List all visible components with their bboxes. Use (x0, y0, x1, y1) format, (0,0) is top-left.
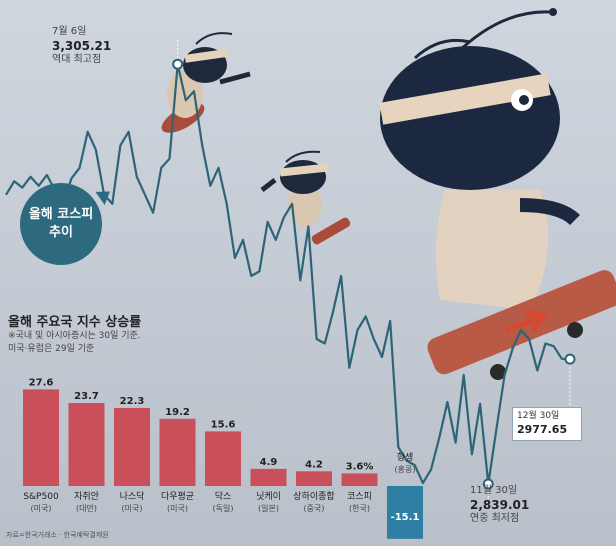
bar-country-label: (일본) (258, 504, 279, 513)
bar-value-label: 4.9 (260, 457, 278, 468)
bar-value-label: 23.7 (74, 391, 99, 402)
bar-note-line1: ※국내 및 아시아증시는 30일 기준. (8, 331, 141, 341)
bar-1 (68, 403, 105, 486)
bar-note-line2: 미국·유럽은 29일 기준 (8, 344, 95, 355)
bar-5 (250, 468, 287, 486)
bar-category-label: 항셍 (397, 452, 414, 463)
badge-line1: 올해 코스피 (28, 207, 94, 223)
bar-3 (159, 418, 196, 486)
bar-country-label: (대만) (76, 504, 97, 513)
high-point-marker (172, 58, 184, 70)
ant-skater-illustration-middle (260, 150, 351, 245)
bar-7 (341, 473, 378, 486)
bar-category-label: 다우평균 (161, 491, 194, 502)
bar-chart-note: ※국내 및 아시아증시는 30일 기준. 미국·유럽은 29일 기준 (8, 330, 238, 356)
bar-category-label: 나스닥 (120, 491, 145, 502)
bar-4 (205, 431, 241, 486)
bar-0 (23, 389, 59, 486)
low-value: 2,839.01 (470, 497, 530, 512)
bar-value-label: 19.2 (165, 407, 190, 418)
ant-skater-illustration-small (161, 32, 251, 133)
bar-category-label: 닥스 (215, 491, 232, 502)
last-value-callout: 12월 30일 2977.65 (512, 407, 582, 441)
low-note: 연중 최저점 (470, 512, 520, 524)
low-point-marker (482, 478, 494, 490)
badge-line2: 추이 (49, 225, 73, 240)
bar-value-label: 3.6% (346, 461, 374, 472)
bar-category-label: 자취안 (74, 491, 99, 502)
kospi-line-chart (5, 58, 576, 490)
bar-8 (387, 486, 423, 539)
low-annotation: 11월 30일 2,839.01 연중 최저점 (470, 485, 529, 525)
kospi-series-line (5, 63, 571, 486)
bar-country-label: (미국) (167, 504, 188, 513)
bar-country-label: (미국) (122, 504, 143, 513)
last-date: 12월 30일 (517, 411, 560, 421)
index-bar-chart: 27.6 S&P500 (미국) 23.7 자취안 (대만) 22.3 나스닥 (미국) 19.2… (23, 377, 423, 539)
high-value: 3,305.21 (52, 38, 112, 53)
bar-country-label: (미국) (31, 504, 52, 513)
last-point-marker (564, 353, 576, 365)
bar-category-label: 상하이종합 (293, 491, 334, 502)
bar-category-label: 닛케이 (256, 491, 281, 502)
bar-country-label: (중국) (304, 504, 325, 513)
bar-value-label: 4.2 (305, 459, 323, 470)
ant-skater-illustration-large (379, 8, 616, 380)
source-note: 자료=한국거래소 · 한국예탁결제원 (6, 531, 109, 539)
bar-chart-title: 올해 주요국 지수 상승률 (8, 315, 142, 330)
low-date: 11월 30일 (470, 485, 518, 496)
illustration-layer (161, 8, 616, 380)
bar-category-label: S&P500 (23, 492, 59, 502)
bar-value-label: 27.6 (29, 377, 54, 388)
kospi-trend-badge: 올해 코스피 추이 (20, 183, 115, 265)
high-date: 7월 6일 (52, 26, 87, 37)
bar-value-label: 22.3 (120, 396, 145, 407)
bar-value-label: 15.6 (211, 419, 236, 430)
bar-category-label: 코스피 (347, 491, 372, 502)
high-annotation: 7월 6일 3,305.21 역대 최고점 (52, 26, 111, 66)
bar-value-label: -15.1 (391, 512, 420, 523)
high-note: 역대 최고점 (52, 53, 102, 65)
bar-country-label: (홍콩) (395, 464, 416, 474)
bar-country-label: (독일) (213, 504, 234, 513)
bar-6 (296, 471, 332, 486)
bar-2 (114, 407, 150, 486)
last-value: 2977.65 (517, 422, 568, 436)
bar-country-label: (한국) (349, 504, 370, 513)
